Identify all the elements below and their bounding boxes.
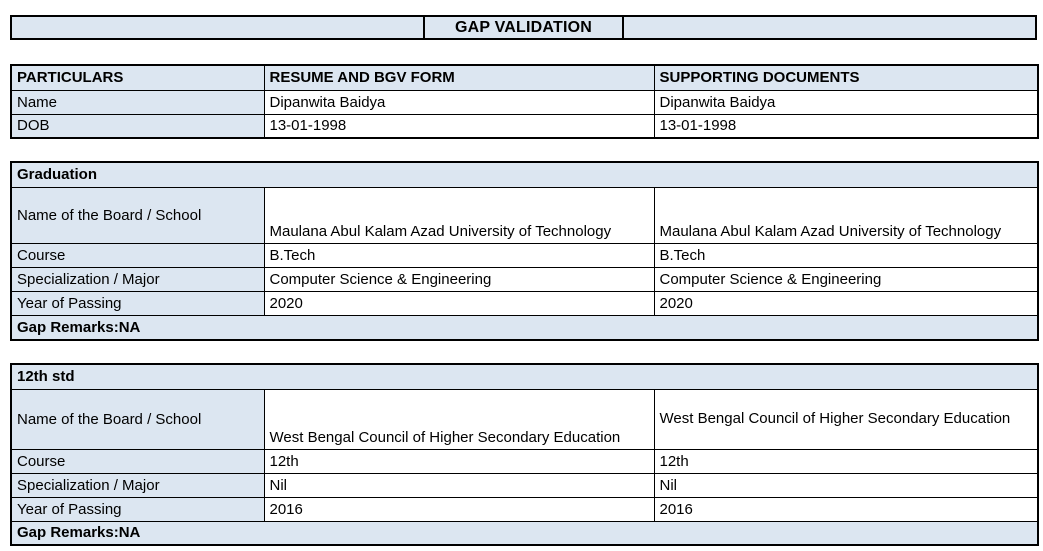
gap-remarks-12th-std: Gap Remarks:NA xyxy=(10,520,1039,546)
resume-value-board-school: West Bengal Council of Higher Secondary … xyxy=(263,388,655,450)
table-row: Course 12th 12th xyxy=(10,448,1039,474)
resume-value-course: 12th xyxy=(263,448,655,474)
resume-value-course: B.Tech xyxy=(263,242,655,268)
row-label-course: Course xyxy=(10,448,265,474)
section-heading-graduation: Graduation xyxy=(10,161,1039,188)
supporting-value-name: Dipanwita Baidya xyxy=(653,89,1039,115)
row-label-dob: DOB xyxy=(10,113,265,139)
resume-value-year-of-passing: 2020 xyxy=(263,290,655,316)
table-row: Year of Passing 2020 2020 xyxy=(10,290,1039,316)
particulars-table: PARTICULARS RESUME AND BGV FORM SUPPORTI… xyxy=(10,64,1039,139)
table-row: Name of the Board / School West Bengal C… xyxy=(10,388,1039,450)
table-row: Specialization / Major Computer Science … xyxy=(10,266,1039,292)
table-row: Specialization / Major Nil Nil xyxy=(10,472,1039,498)
title-bar: GAP VALIDATION xyxy=(10,15,1037,40)
gap-remarks-row: Gap Remarks:NA xyxy=(10,520,1039,546)
supporting-value-course: B.Tech xyxy=(653,242,1039,268)
section-heading-12th-std: 12th std xyxy=(10,363,1039,390)
gap-remarks-graduation: Gap Remarks:NA xyxy=(10,314,1039,341)
row-label-board-school: Name of the Board / School xyxy=(10,388,265,450)
resume-value-dob: 13-01-1998 xyxy=(263,113,655,139)
column-header-particulars: PARTICULARS xyxy=(10,64,265,91)
row-label-year-of-passing: Year of Passing xyxy=(10,496,265,522)
table-row: Name of the Board / School Maulana Abul … xyxy=(10,186,1039,244)
graduation-table: Graduation Name of the Board / School Ma… xyxy=(10,161,1039,341)
supporting-value-year-of-passing: 2016 xyxy=(653,496,1039,522)
row-label-specialization: Specialization / Major xyxy=(10,472,265,498)
table-row: Course B.Tech B.Tech xyxy=(10,242,1039,268)
supporting-value-board-school: West Bengal Council of Higher Secondary … xyxy=(653,388,1039,450)
resume-value-specialization: Computer Science & Engineering xyxy=(263,266,655,292)
gap-remarks-row: Gap Remarks:NA xyxy=(10,314,1039,341)
twelfth-std-table: 12th std Name of the Board / School West… xyxy=(10,363,1039,546)
supporting-value-year-of-passing: 2020 xyxy=(653,290,1039,316)
table-row: Name Dipanwita Baidya Dipanwita Baidya xyxy=(10,89,1039,115)
resume-value-specialization: Nil xyxy=(263,472,655,498)
table-row: Year of Passing 2016 2016 xyxy=(10,496,1039,522)
section-heading-row: 12th std xyxy=(10,363,1039,390)
resume-value-board-school: Maulana Abul Kalam Azad University of Te… xyxy=(263,186,655,244)
table-row: DOB 13-01-1998 13-01-1998 xyxy=(10,113,1039,139)
supporting-value-specialization: Computer Science & Engineering xyxy=(653,266,1039,292)
column-header-supporting-docs: SUPPORTING DOCUMENTS xyxy=(653,64,1039,91)
column-header-resume-bgv: RESUME AND BGV FORM xyxy=(263,64,655,91)
resume-value-name: Dipanwita Baidya xyxy=(263,89,655,115)
row-label-name: Name xyxy=(10,89,265,115)
supporting-value-specialization: Nil xyxy=(653,472,1039,498)
page-title: GAP VALIDATION xyxy=(422,17,625,38)
table-header-row: PARTICULARS RESUME AND BGV FORM SUPPORTI… xyxy=(10,64,1039,91)
section-heading-row: Graduation xyxy=(10,161,1039,188)
supporting-value-course: 12th xyxy=(653,448,1039,474)
row-label-specialization: Specialization / Major xyxy=(10,266,265,292)
resume-value-year-of-passing: 2016 xyxy=(263,496,655,522)
row-label-board-school: Name of the Board / School xyxy=(10,186,265,244)
supporting-value-board-school-text: West Bengal Council of Higher Secondary … xyxy=(659,410,1011,428)
row-label-course: Course xyxy=(10,242,265,268)
supporting-value-dob: 13-01-1998 xyxy=(653,113,1039,139)
supporting-value-board-school: Maulana Abul Kalam Azad University of Te… xyxy=(653,186,1039,244)
row-label-year-of-passing: Year of Passing xyxy=(10,290,265,316)
